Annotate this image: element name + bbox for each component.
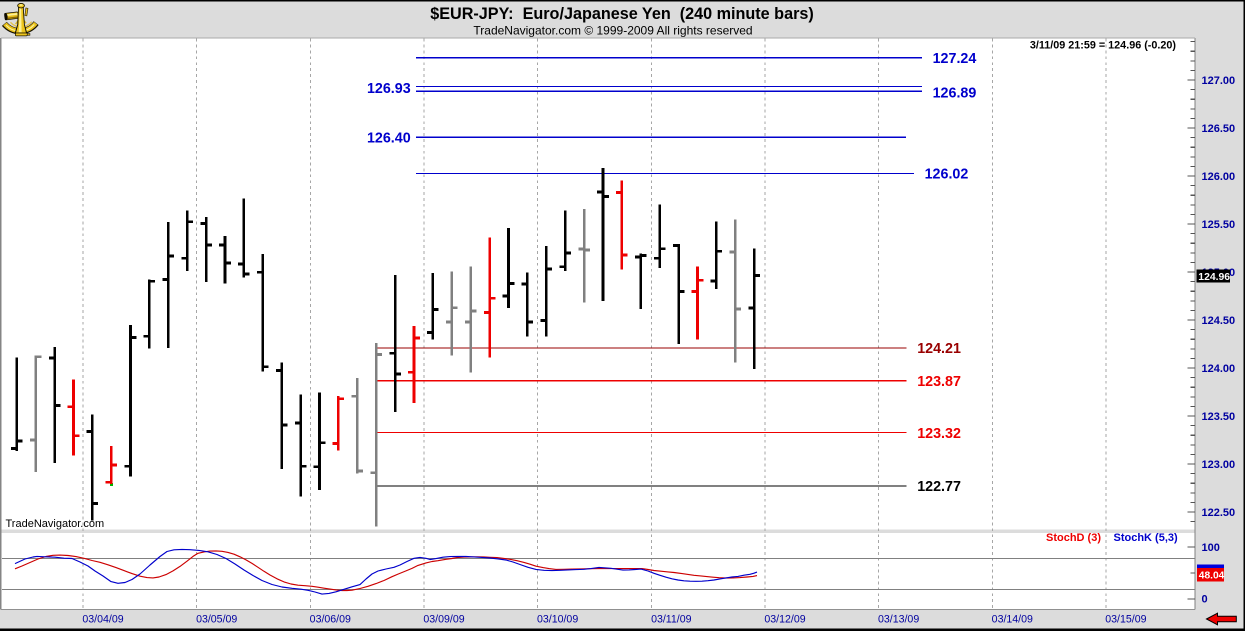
svg-text:122.77: 122.77 xyxy=(917,479,961,495)
svg-text:124.00: 124.00 xyxy=(1202,363,1236,375)
svg-text:125.50: 125.50 xyxy=(1202,219,1236,231)
svg-text:123.00: 123.00 xyxy=(1202,459,1236,471)
svg-text:StochK (5,3): StochK (5,3) xyxy=(1114,532,1179,544)
svg-text:126.50: 126.50 xyxy=(1202,123,1236,135)
svg-text:123.87: 123.87 xyxy=(917,374,961,390)
svg-text:0: 0 xyxy=(1202,594,1208,606)
svg-text:124.50: 124.50 xyxy=(1202,315,1236,327)
svg-text:127.00: 127.00 xyxy=(1202,75,1236,87)
svg-text:TradeNavigator.com © 1999-2009: TradeNavigator.com © 1999-2009 All right… xyxy=(473,24,752,38)
svg-text:03/11/09: 03/11/09 xyxy=(651,614,692,626)
svg-text:StochD (3): StochD (3) xyxy=(1046,532,1101,544)
svg-text:48.04: 48.04 xyxy=(1199,571,1225,582)
svg-text:126.40: 126.40 xyxy=(367,131,411,147)
svg-text:03/13/09: 03/13/09 xyxy=(878,614,919,626)
svg-text:126.89: 126.89 xyxy=(933,86,977,102)
svg-text:03/06/09: 03/06/09 xyxy=(310,614,351,626)
svg-text:03/10/09: 03/10/09 xyxy=(537,614,578,626)
svg-text:126.00: 126.00 xyxy=(1202,171,1236,183)
svg-text:3/11/09 21:59 = 124.96 (-0.20): 3/11/09 21:59 = 124.96 (-0.20) xyxy=(1030,39,1177,51)
svg-text:03/04/09: 03/04/09 xyxy=(82,614,123,626)
svg-text:124.21: 124.21 xyxy=(917,341,961,357)
svg-text:123.50: 123.50 xyxy=(1202,411,1236,423)
svg-text:126.93: 126.93 xyxy=(367,81,411,97)
svg-text:03/05/09: 03/05/09 xyxy=(196,614,237,626)
svg-text:100: 100 xyxy=(1202,542,1220,554)
svg-text:$EUR-JPY: Euro/Japanese Yen: $EUR-JPY: Euro/Japanese Yen (240 minute … xyxy=(430,5,814,23)
svg-text:03/15/09: 03/15/09 xyxy=(1105,614,1146,626)
svg-text:123.32: 123.32 xyxy=(917,426,961,442)
svg-text:122.50: 122.50 xyxy=(1202,507,1236,519)
svg-text:03/14/09: 03/14/09 xyxy=(992,614,1033,626)
svg-text:124.96: 124.96 xyxy=(1198,272,1230,283)
svg-text:127.24: 127.24 xyxy=(933,51,977,67)
svg-text:126.02: 126.02 xyxy=(925,167,969,183)
svg-text:03/12/09: 03/12/09 xyxy=(764,614,805,626)
svg-text:TradeNavigator.com: TradeNavigator.com xyxy=(6,518,105,530)
svg-text:03/09/09: 03/09/09 xyxy=(423,614,464,626)
